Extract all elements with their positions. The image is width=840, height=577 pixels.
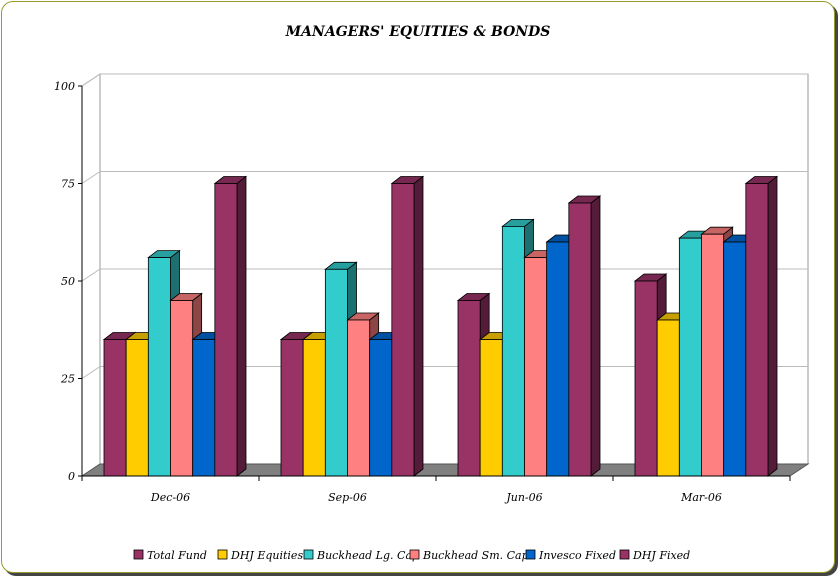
legend-label: Invesco Fixed — [538, 549, 616, 562]
x-tick-label: Mar-06 — [680, 491, 722, 504]
legend-label: Buckhead Lg. Cap — [316, 549, 419, 562]
y-tick-label: 75 — [61, 178, 75, 191]
legend-swatch — [619, 549, 630, 560]
x-tick-label: Sep-06 — [328, 491, 367, 504]
legend-item: DHJ Equities — [217, 549, 303, 562]
y-tick-label: 100 — [54, 80, 75, 93]
bars — [102, 175, 779, 477]
legend: Total Fund DHJ Equities Buckhead Lg. Cap Bu… — [133, 549, 690, 562]
axes — [78, 85, 791, 481]
x-tick-label: Dec-06 — [150, 491, 190, 504]
legend-swatch — [133, 549, 144, 560]
legend-item: Buckhead Sm. Cap — [409, 549, 529, 562]
legend-label: DHJ Fixed — [632, 549, 690, 562]
y-tick-label: 50 — [61, 275, 75, 288]
legend-item: DHJ Fixed — [619, 549, 690, 562]
grid-line-side — [81, 268, 101, 282]
bar — [390, 175, 425, 477]
legend-label: Buckhead Sm. Cap — [422, 549, 529, 562]
chart-title: MANAGERS' EQUITIES & BONDS — [285, 24, 551, 40]
grid-line-side — [81, 73, 101, 87]
legend-item: Buckhead Lg. Cap — [303, 549, 419, 562]
bar — [213, 175, 248, 477]
bar — [567, 195, 602, 477]
legend-label: DHJ Equities — [230, 549, 303, 562]
grid-line-side — [81, 366, 101, 379]
grid-line-side — [81, 171, 101, 184]
bar — [744, 175, 779, 477]
legend-swatch — [525, 549, 536, 560]
legend-item: Invesco Fixed — [525, 549, 616, 562]
legend-item: Total Fund — [133, 549, 207, 562]
y-tick-label: 25 — [60, 373, 75, 386]
y-tick-label: 0 — [68, 470, 75, 483]
legend-swatch — [409, 549, 420, 560]
legend-swatch — [217, 549, 228, 560]
legend-label: Total Fund — [147, 549, 207, 562]
x-tick-label: Jun-06 — [504, 491, 542, 504]
labels: 0 25 50 75 100 Dec-06 Sep-06 Jun-06 Mar-06 — [54, 80, 722, 504]
legend-swatch — [303, 549, 314, 560]
